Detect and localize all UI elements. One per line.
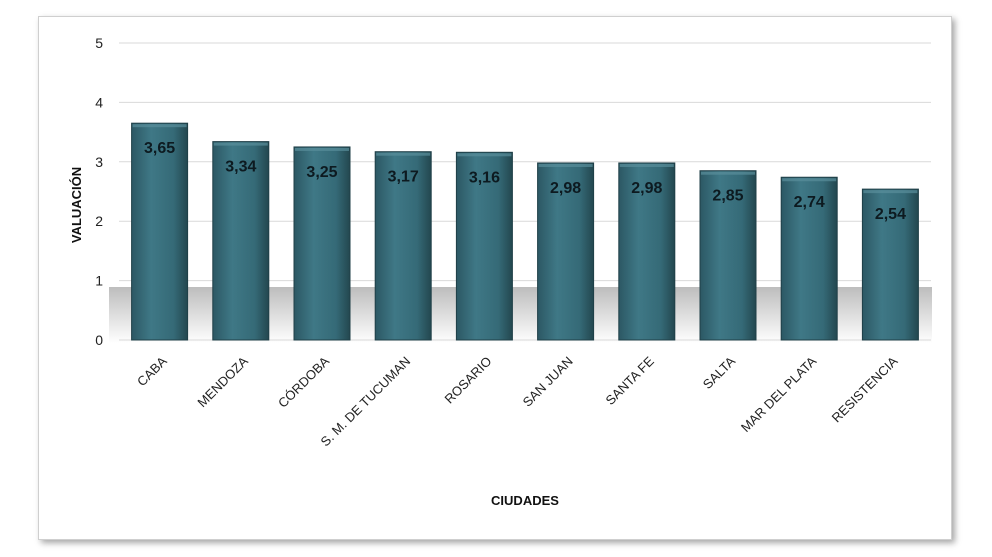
bar	[861, 188, 919, 341]
bar-top-highlight	[132, 124, 187, 128]
bar-chart: 0 1 2 3 4 5 3,65 3,34 3,25 3,17 3,16 2,98 2,98 2,85 2…	[69, 35, 932, 508]
bar	[374, 151, 432, 341]
category-label: CABA	[134, 353, 170, 389]
chart-frame: 0 1 2 3 4 5 3,65 3,34 3,25 3,17 3,16 2,98 2,98 2,85 2…	[38, 16, 952, 540]
data-label: 3,65	[144, 140, 175, 157]
x-axis-title: CIUDADES	[491, 493, 559, 508]
category-label: SANTA FE	[603, 353, 658, 408]
data-label: 3,16	[469, 169, 500, 186]
category-label: MENDOZA	[194, 353, 251, 410]
category-label: S. M. DE TUCUMAN	[318, 354, 414, 450]
y-axis-title: VALUACIÓN	[69, 167, 84, 243]
data-label: 2,98	[631, 180, 662, 197]
bar-top-highlight	[782, 178, 837, 182]
bar	[537, 162, 595, 341]
y-tick-label: 0	[95, 332, 103, 348]
bar	[131, 122, 189, 341]
category-label: CÓRDOBA	[275, 353, 332, 410]
bar	[780, 176, 838, 341]
data-label: 2,98	[550, 180, 581, 197]
category-label: SALTA	[700, 353, 739, 392]
data-label: 2,85	[712, 188, 743, 205]
y-tick-label: 1	[95, 273, 103, 289]
y-tick-label: 3	[95, 154, 103, 170]
bar-top-highlight	[376, 152, 431, 156]
bar	[293, 146, 351, 341]
category-label: MAR DEL PLATA	[738, 353, 820, 435]
bars	[131, 122, 919, 341]
bar-top-highlight	[295, 147, 349, 151]
y-tick-label: 5	[95, 35, 103, 51]
bar	[455, 151, 513, 341]
data-label: 2,74	[794, 194, 825, 211]
bar-top-highlight	[457, 153, 512, 157]
bar-top-highlight	[619, 163, 674, 167]
bar-top-highlight	[701, 171, 755, 175]
data-label: 3,34	[225, 159, 256, 176]
bar	[699, 170, 757, 341]
data-labels: 3,65 3,34 3,25 3,17 3,16 2,98 2,98 2,85 2,74 2,54	[144, 140, 906, 223]
data-label: 2,54	[875, 206, 906, 223]
data-label: 3,17	[388, 169, 419, 186]
bar-top-highlight	[863, 190, 918, 194]
y-tick-label: 4	[95, 94, 103, 110]
bar	[212, 141, 270, 341]
data-label: 3,25	[306, 164, 337, 181]
bar	[618, 162, 676, 341]
bar-top-highlight	[213, 142, 268, 146]
y-axis-ticks: 0 1 2 3 4 5	[95, 35, 103, 348]
y-tick-label: 2	[95, 213, 103, 229]
bar-top-highlight	[538, 163, 593, 167]
category-label: ROSARIO	[442, 354, 495, 407]
category-label: RESISTENCIA	[829, 353, 901, 425]
category-label: SAN JUAN	[520, 354, 576, 410]
